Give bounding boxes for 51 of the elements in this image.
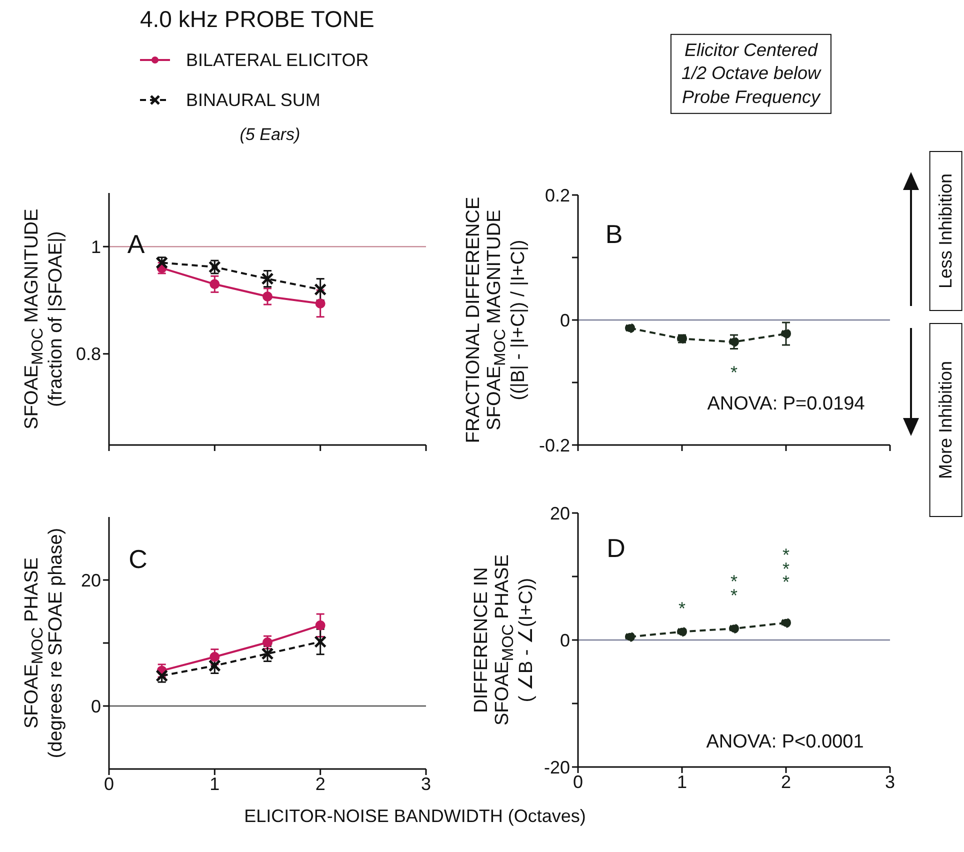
x-axis-title: ELICITOR-NOISE BANDWIDTH (Octaves) <box>244 806 586 827</box>
y-tick-label: 20 <box>550 503 570 524</box>
legend-label: BILATERAL ELICITOR <box>186 50 369 70</box>
point <box>625 632 635 642</box>
annotation: ** <box>730 572 738 605</box>
y-tick-label: -0.2 <box>538 435 570 456</box>
y-tick-label: 0.8 <box>76 344 101 364</box>
x-tick-label: 1 <box>210 774 220 794</box>
y-tick-label: 1 <box>90 237 101 258</box>
x-tick-label: 3 <box>420 774 432 794</box>
annotation: * <box>678 598 686 618</box>
point <box>315 298 326 308</box>
annotation: * <box>730 362 738 382</box>
chart-title: 4.0 kHz PROBE TONE <box>140 6 374 33</box>
y-tick-label: 0 <box>560 630 570 650</box>
x-tick-label: 0 <box>572 772 584 792</box>
annotation: B <box>605 218 623 252</box>
annotation: A <box>127 228 145 262</box>
point <box>314 283 327 296</box>
y-tick-label: 0 <box>90 696 101 716</box>
point <box>314 635 327 648</box>
point <box>781 618 791 628</box>
point <box>729 336 739 347</box>
legend-label: BINAURAL SUM <box>186 90 320 110</box>
point <box>261 647 274 660</box>
text: (5 Ears) <box>240 124 300 146</box>
x-tick-label: 2 <box>780 772 792 792</box>
point <box>315 620 326 630</box>
y-tick-label: 20 <box>80 570 101 590</box>
annotation: ANOVA: P=0.0194 <box>707 392 865 417</box>
y-tick-label: 0 <box>560 310 570 330</box>
point <box>781 328 791 339</box>
annotation: ** * <box>782 544 790 592</box>
x-tick-label: 0 <box>104 774 114 794</box>
point <box>261 272 274 286</box>
x-tick-label: 1 <box>676 772 688 792</box>
annotation: ANOVA: P<0.0001 <box>706 730 864 755</box>
text: More Inhibition <box>934 360 956 482</box>
annotation: C <box>128 543 148 576</box>
point <box>262 291 272 302</box>
x-tick-label: 2 <box>315 774 326 794</box>
y-tick-label: -20 <box>544 757 570 778</box>
point <box>210 279 220 290</box>
annotation: D <box>606 532 626 566</box>
x-tick-label: 3 <box>884 772 896 792</box>
y-tick-label: 0.2 <box>544 185 570 206</box>
text: Less Inhibition <box>934 172 956 291</box>
point <box>729 624 739 634</box>
point <box>677 626 687 637</box>
point <box>210 652 220 662</box>
text: Elicitor Centered 1/2 Octave below Probe Frequency <box>681 38 821 109</box>
